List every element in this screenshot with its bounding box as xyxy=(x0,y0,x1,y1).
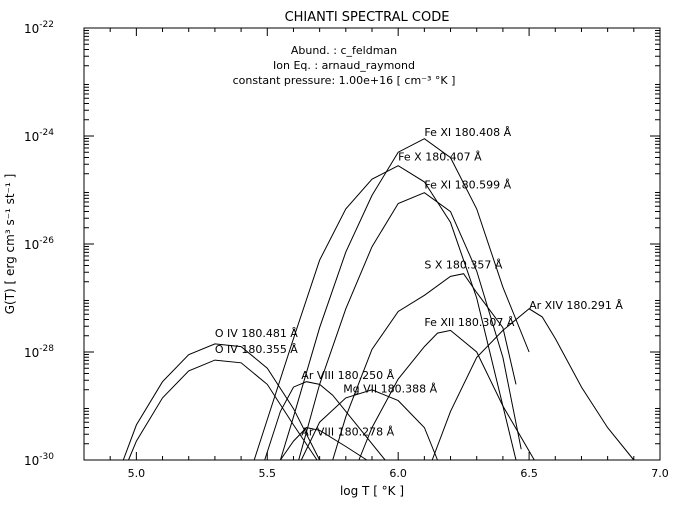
series-label: Ar XIV 180.291 Å xyxy=(529,299,623,312)
series-label: Mg VII 180.388 Å xyxy=(343,383,437,396)
y-tick-exponent: -28 xyxy=(39,344,54,354)
axis-ticks: 5.0 5.5 6.0 6.5 7.0 10-30 10-28 10-26 10-24 10-22 xyxy=(24,20,669,480)
annotation-line: Ion Eq. : arnaud_raymond xyxy=(273,59,415,72)
chart-title: CHIANTI SPECTRAL CODE xyxy=(285,10,450,25)
series-line xyxy=(358,329,535,461)
y-tick-exponent: -22 xyxy=(39,20,54,30)
x-tick-label: 6.0 xyxy=(389,467,407,480)
series-line xyxy=(332,273,517,461)
series-label: Fe XI 180.599 Å xyxy=(424,178,511,191)
series-label: Ar VIII 180.250 Å xyxy=(301,369,394,382)
series-line xyxy=(279,427,368,461)
y-tick-label: 10-28 xyxy=(24,344,54,360)
y-axis-label: G(T) [ erg cm³ s⁻¹ st⁻¹ ] xyxy=(3,174,17,315)
series-line xyxy=(300,389,438,461)
y-tick-exponent: -30 xyxy=(39,452,54,462)
series-label: Fe XI 180.408 Å xyxy=(424,126,511,139)
annotation-line: constant pressure: 1.00e+16 [ cm⁻³ °K ] xyxy=(233,74,456,87)
series-line xyxy=(128,359,318,461)
series-group xyxy=(122,138,635,461)
series-line xyxy=(298,192,522,461)
y-tick-exponent: -26 xyxy=(39,236,54,246)
x-tick-label: 6.5 xyxy=(520,467,538,480)
x-tick-label: 5.5 xyxy=(259,467,277,480)
y-tick-label: 10-26 xyxy=(24,236,54,252)
series-label: Fe X 180.407 Å xyxy=(398,150,482,163)
series-label: O IV 180.481 Å xyxy=(215,327,298,340)
annotation-group: Abund. : c_feldman Ion Eq. : arnaud_raymo… xyxy=(233,44,456,87)
series-label: Ar VIII 180.278 Å xyxy=(301,426,394,439)
series-label: S X 180.357 Å xyxy=(424,258,502,271)
series-label: Fe XII 180.307 Å xyxy=(424,316,514,329)
y-tick-label: 10-24 xyxy=(24,128,54,144)
series-label: O IV 180.355 Å xyxy=(215,343,298,356)
y-tick-label: 10-22 xyxy=(24,20,54,36)
series-line xyxy=(264,381,386,461)
x-tick-label: 5.0 xyxy=(128,467,146,480)
series-line xyxy=(253,165,517,461)
series-line xyxy=(431,308,635,461)
series-labels: O IV 180.481 ÅO IV 180.355 ÅAr VIII 180.… xyxy=(215,126,624,439)
x-axis-label: log T [ °K ] xyxy=(340,484,404,498)
y-tick-label: 10-30 xyxy=(24,452,54,468)
y-tick-exponent: -24 xyxy=(39,128,54,138)
series-line xyxy=(279,138,530,461)
x-tick-label: 7.0 xyxy=(651,467,669,480)
series-line xyxy=(122,343,321,461)
annotation-line: Abund. : c_feldman xyxy=(291,44,397,57)
